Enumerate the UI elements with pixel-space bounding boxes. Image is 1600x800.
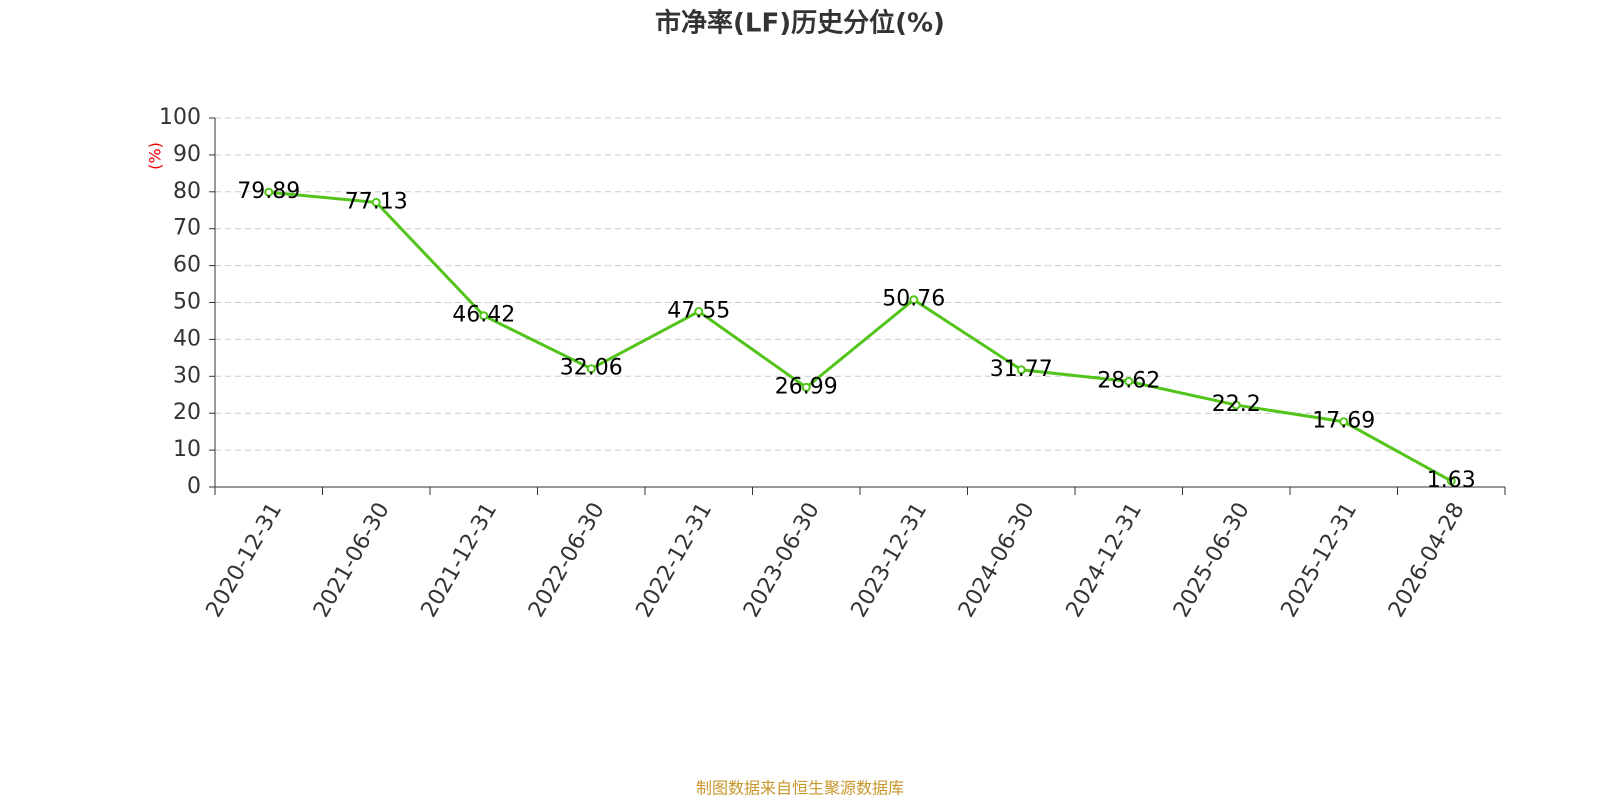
y-tick-label: 30: [173, 363, 201, 388]
data-label: 17.69: [1312, 409, 1375, 434]
point: [264, 187, 274, 197]
x-tick-label: 2025-12-31: [1277, 499, 1363, 622]
point: [1016, 365, 1026, 375]
y-tick-label: 0: [187, 474, 201, 499]
point: [694, 307, 704, 317]
y-tick-label: 70: [173, 216, 201, 241]
point: [1231, 400, 1241, 410]
chart-title: 市净率(LF)历史分位(%): [655, 8, 945, 39]
x-tick-label: 2020-12-31: [202, 499, 288, 622]
y-tick-label: 50: [173, 290, 201, 315]
data-label: 50.76: [882, 287, 945, 312]
point: [479, 311, 489, 321]
line: [268, 190, 1452, 483]
x-tick-label: 2024-12-31: [1062, 499, 1148, 622]
source-note: 制图数据来自恒生聚源数据库: [696, 779, 904, 798]
point: [1339, 417, 1349, 427]
y-tick-label: 40: [173, 326, 201, 351]
y-axis-label: (%): [146, 142, 165, 170]
y-tick-label: 20: [173, 400, 201, 425]
point: [801, 382, 811, 392]
x-tick-label: 2022-06-30: [524, 499, 610, 622]
y-tick-label: 10: [173, 437, 201, 462]
data-label: 1.63: [1427, 468, 1476, 493]
x-tick-label: 2026-04-28: [1384, 499, 1470, 622]
point: [1446, 476, 1456, 486]
y-tick-label: 100: [159, 105, 201, 130]
x-tick-label: 2023-12-31: [847, 499, 933, 622]
point: [586, 364, 596, 374]
data-label: 26.99: [775, 374, 838, 399]
data-label: 46.42: [452, 303, 515, 328]
point: [909, 295, 919, 305]
data-label: 77.13: [345, 189, 408, 214]
data-label: 32.06: [560, 356, 623, 381]
x-tick-label: 2021-12-31: [417, 499, 503, 622]
x-tick-label: 2024-06-30: [954, 499, 1040, 622]
x-tick-label: 2022-12-31: [632, 499, 718, 622]
y-tick-label: 80: [173, 179, 201, 204]
data-label: 22.2: [1212, 392, 1261, 417]
x-tick-label: 2021-06-30: [309, 499, 395, 622]
x-tick-label: 2023-06-30: [739, 499, 825, 622]
x-tick-label: 2025-06-30: [1169, 499, 1255, 622]
point: [1124, 376, 1134, 386]
y-tick-label: 90: [173, 142, 201, 167]
data-label: 47.55: [667, 299, 730, 324]
data-label: 79.89: [237, 179, 300, 204]
data-label: 31.77: [990, 357, 1053, 382]
data-label: 28.62: [1097, 368, 1160, 393]
y-tick-label: 60: [173, 253, 201, 278]
point: [371, 197, 381, 207]
